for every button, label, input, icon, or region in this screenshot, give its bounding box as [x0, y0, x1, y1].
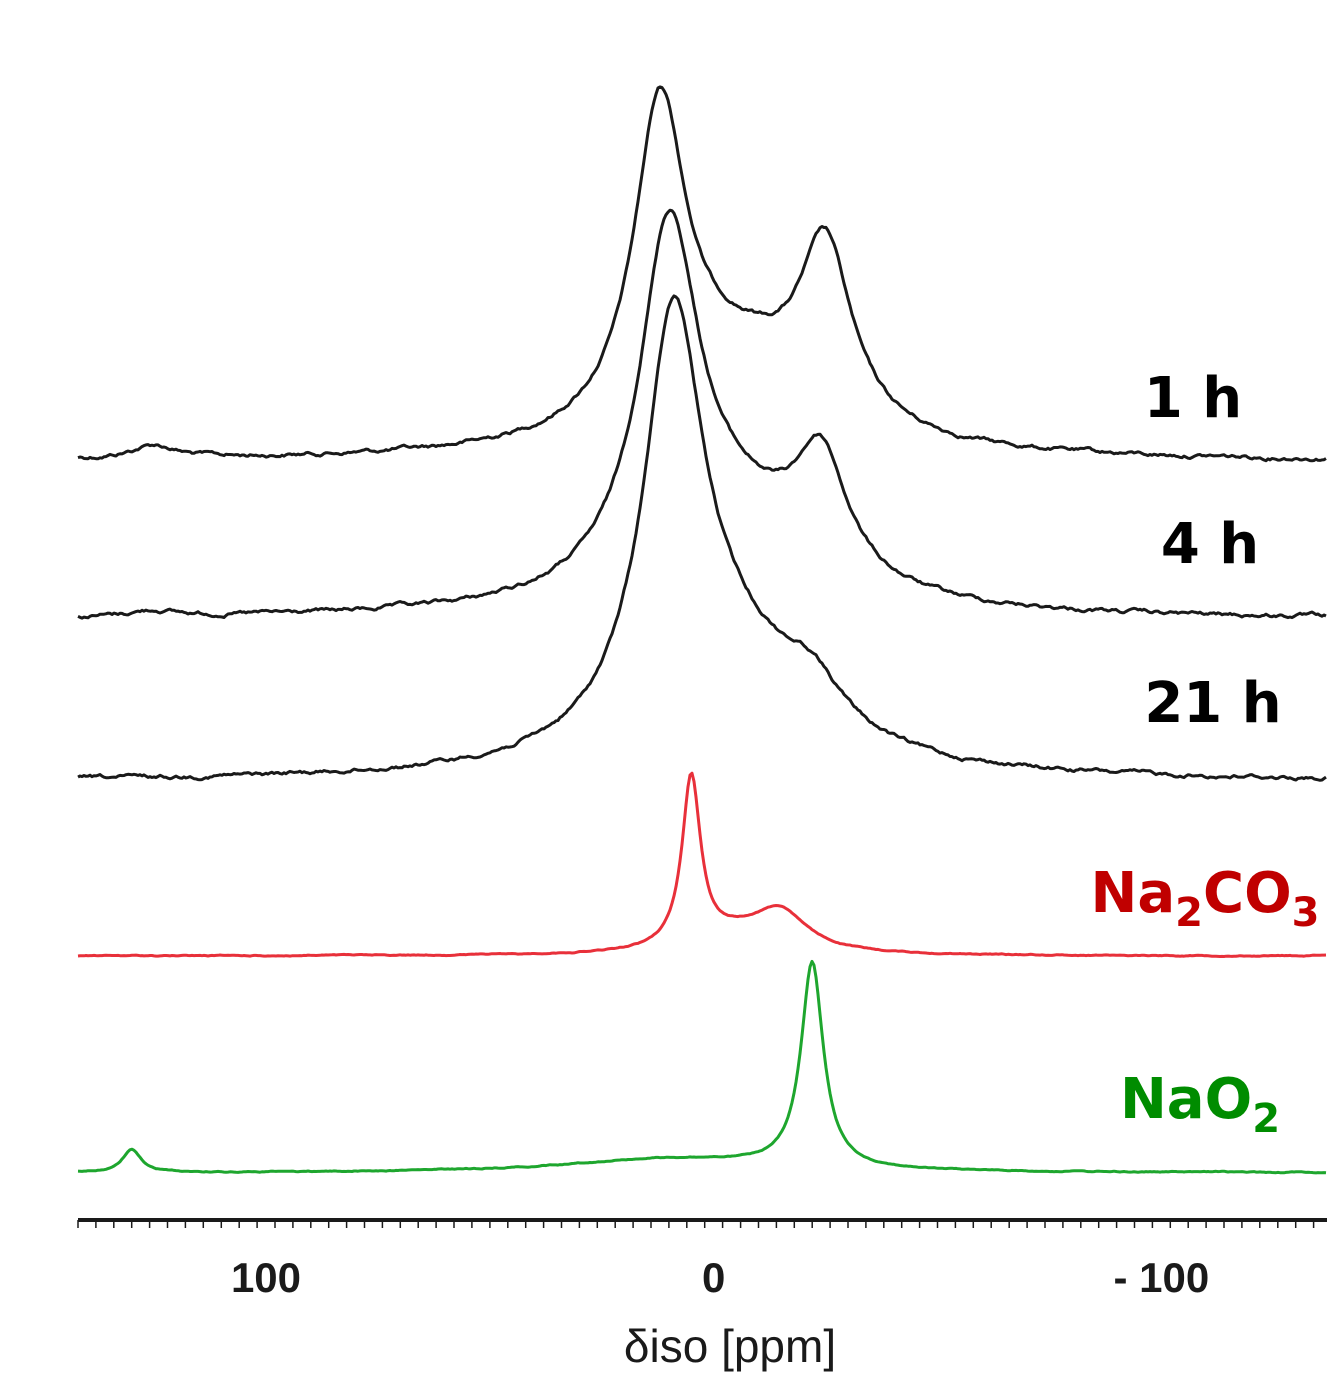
x-tick-label: 0 — [702, 1254, 725, 1301]
spectrum-line-nao2 — [77, 959, 1327, 1175]
spectrum-line-na2co3 — [77, 771, 1327, 958]
series-label-s21h: 21 h — [1144, 671, 1281, 736]
series-label-s1h: 1 h — [1144, 366, 1242, 431]
x-tick-label: - 100 — [1114, 1254, 1210, 1301]
x-tick-label: 100 — [231, 1254, 301, 1301]
plot-area — [77, 85, 1327, 1175]
series-label-s4h: 4 h — [1161, 512, 1259, 577]
series-label-nao2: NaO2 — [1120, 1067, 1280, 1142]
x-axis: 100 0 - 100 — [77, 1218, 1327, 1301]
series-label-na2co3: Na2CO3 — [1090, 861, 1319, 936]
spectrum-line-s4h — [77, 208, 1327, 620]
spectrum-line-s21h — [77, 294, 1327, 782]
x-axis-title: δiso [ppm] — [624, 1320, 836, 1372]
spectrum-line-s1h — [77, 85, 1327, 463]
series-labels: 1 h 4 h 21 h Na2CO3 NaO2 — [1090, 366, 1319, 1142]
